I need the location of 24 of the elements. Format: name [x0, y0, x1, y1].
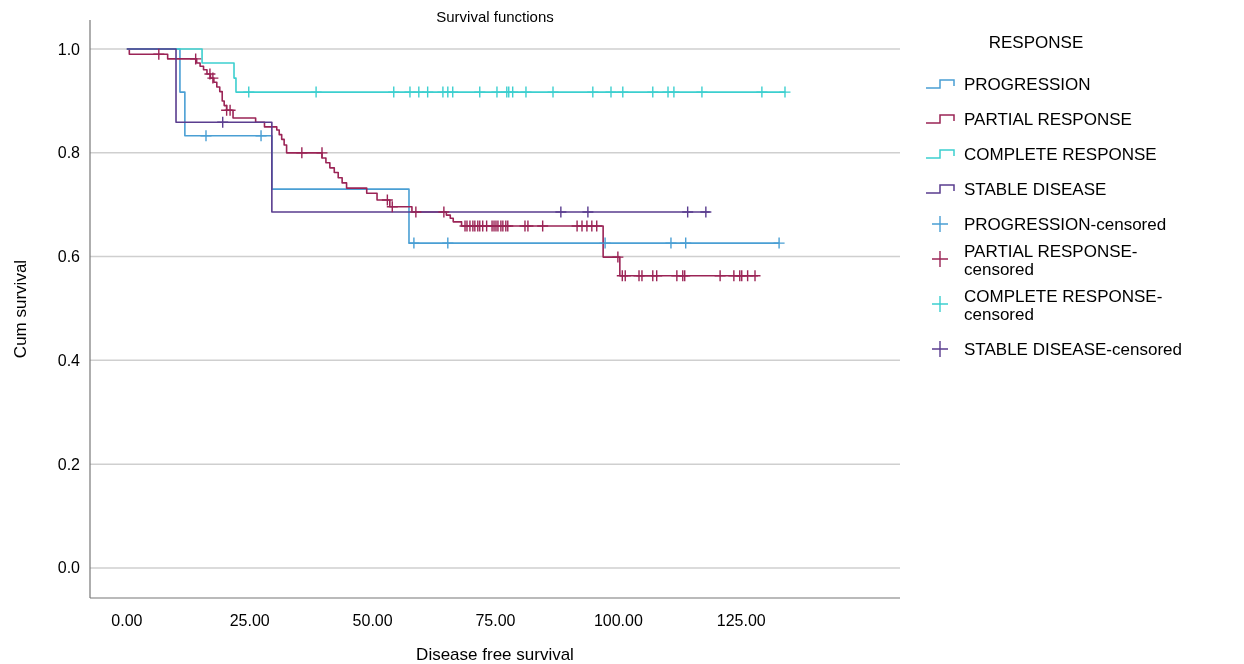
x-tick-label: 100.00 [593, 612, 643, 629]
y-tick-label: 1.0 [57, 40, 81, 58]
y-tick-label: 0.4 [57, 351, 81, 369]
legend-label: PROGRESSION [964, 74, 1091, 94]
legend-label: STABLE DISEASE-censored [964, 339, 1182, 359]
legend-label: PARTIAL RESPONSE-censored [964, 241, 1138, 279]
y-tick-label: 0.6 [57, 248, 81, 266]
legend-label: COMPLETE RESPONSE-censored [964, 286, 1163, 324]
x-tick-label: 125.00 [716, 612, 766, 629]
y-tick-label: 0.2 [57, 455, 81, 473]
x-tick-label: 75.00 [475, 612, 516, 629]
y-tick-label: 0.0 [57, 559, 81, 577]
legend-label: COMPLETE RESPONSE [964, 144, 1157, 164]
x-tick-label: 50.00 [352, 612, 393, 629]
legend-label: PROGRESSION-censored [964, 214, 1167, 234]
x-tick-label: 0.00 [111, 612, 143, 629]
chart-title: Survival functions [436, 8, 554, 25]
legend-title: RESPONSE [988, 33, 1084, 52]
legend-label: PARTIAL RESPONSE [964, 109, 1132, 129]
legend-label: STABLE DISEASE [964, 179, 1107, 199]
y-tick-label: 0.8 [57, 144, 81, 162]
x-axis-title: Disease free survival [416, 645, 574, 664]
y-axis-title: Cum survival [11, 259, 30, 359]
x-tick-label: 25.00 [229, 612, 270, 629]
